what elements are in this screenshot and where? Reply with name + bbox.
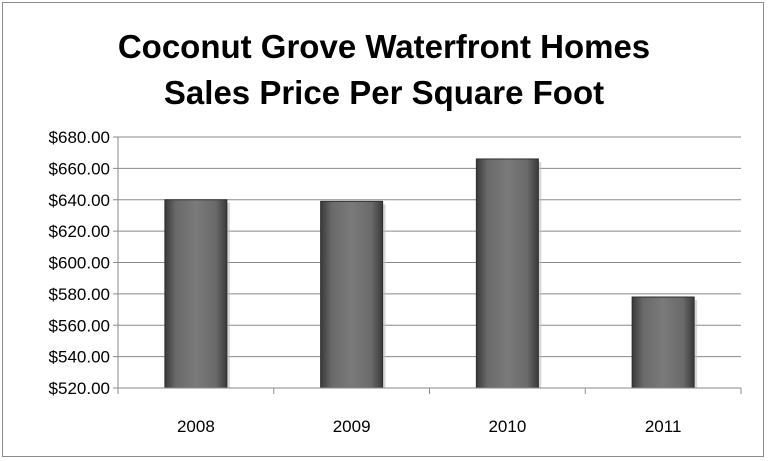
bar-group: [164, 199, 230, 389]
x-tick-label: 2009: [333, 417, 371, 436]
y-axis-tick-labels: $520.00 $540.00 $560.00 $580.00 $600.00 $620.…: [49, 128, 110, 398]
x-axis-tick-labels: 2008 2009 2010 2011: [177, 417, 681, 436]
y-tick-label: $560.00: [49, 316, 110, 335]
bar-group: [631, 296, 698, 389]
chart-title-line-1: Coconut Grove Waterfront Homes: [117, 28, 651, 65]
bar: [164, 199, 228, 389]
bar: [631, 296, 695, 389]
y-tick-label: $640.00: [49, 191, 110, 210]
x-tick-label: 2008: [177, 417, 215, 436]
axes: [117, 137, 742, 394]
y-tick-label: $660.00: [49, 159, 110, 178]
y-tick-label: $520.00: [49, 379, 110, 398]
chart-title-line-2: Sales Price Per Square Foot: [163, 74, 605, 111]
y-tick-label: $600.00: [49, 254, 110, 273]
bars: [164, 158, 698, 389]
chart-title: Coconut Grove Waterfront Homes Sales Pri…: [0, 24, 768, 116]
bar-group: [475, 158, 542, 389]
bar: [475, 158, 539, 389]
y-tick-label: $680.00: [49, 128, 110, 147]
bar-group: [320, 200, 386, 389]
y-tick-label: $540.00: [49, 348, 110, 367]
y-tick-label: $620.00: [49, 222, 110, 241]
x-tick-label: 2011: [645, 417, 682, 436]
x-tick-label: 2010: [488, 417, 526, 436]
bar: [320, 200, 384, 389]
y-tick-label: $580.00: [49, 285, 110, 304]
